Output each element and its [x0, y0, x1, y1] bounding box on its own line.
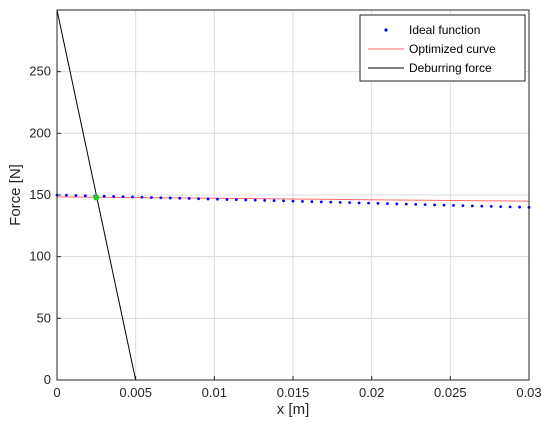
- ideal-function-point: [319, 200, 323, 204]
- ideal-function-point: [301, 200, 304, 203]
- ideal-function-point: [470, 204, 474, 208]
- x-tick-labels: 0 0.005 0.01 0.015 0.02 0.025 0.03: [53, 385, 541, 400]
- ideal-function-point: [159, 196, 163, 200]
- x-tick-label: 0: [53, 385, 60, 400]
- y-tick-label: 100: [29, 249, 51, 264]
- legend: Ideal function Optimized curve Deburring…: [359, 14, 526, 82]
- ideal-function-point: [131, 195, 134, 199]
- ideal-function-point: [461, 204, 465, 208]
- ideal-function-point: [178, 196, 182, 200]
- ideal-function-point: [489, 204, 493, 208]
- x-axis-label: x [m]: [277, 401, 310, 418]
- y-tick-label: 0: [44, 372, 51, 387]
- ideal-function-point: [357, 201, 361, 205]
- y-tick-label: 50: [37, 310, 51, 325]
- ideal-function-point: [329, 200, 333, 204]
- ideal-function-point: [338, 201, 342, 204]
- legend-box: [359, 14, 526, 82]
- ideal-function-point: [452, 203, 455, 207]
- ideal-function-point: [376, 201, 380, 205]
- series-layer: [55, 9, 531, 381]
- ideal-function-point: [367, 201, 370, 205]
- plot-frame: [56, 9, 530, 381]
- legend-ideal-marker: [384, 28, 388, 32]
- ideal-function-point: [244, 198, 248, 202]
- y-tick-labels: 0 50 100 150 200 250: [29, 64, 51, 387]
- legend-ideal-label: Ideal function: [409, 23, 480, 37]
- ideal-function-point: [74, 194, 78, 197]
- ideal-function-point: [225, 198, 229, 201]
- ideal-function-point: [121, 195, 125, 199]
- ideal-function-point: [518, 205, 521, 209]
- y-axis-label: Force [N]: [7, 164, 24, 226]
- ideal-function-point: [414, 202, 418, 206]
- ideal-function-point: [395, 202, 399, 206]
- intersection-marker: [93, 194, 100, 201]
- ideal-function-point: [291, 199, 295, 203]
- legend-deburring-label: Deburring force: [409, 61, 492, 75]
- y-tick-label: 250: [29, 64, 51, 79]
- x-tick-label: 0.01: [202, 385, 227, 400]
- x-tick-label: 0.005: [119, 385, 152, 400]
- ideal-function-point: [112, 195, 116, 198]
- x-tick-label: 0.025: [434, 385, 467, 400]
- x-tick-label: 0.03: [516, 385, 541, 400]
- ideal-function-point: [386, 202, 389, 206]
- ideal-function-point: [499, 205, 503, 208]
- ideal-function-point: [140, 195, 144, 199]
- ideal-function-point: [253, 198, 257, 202]
- ideal-function-point: [442, 203, 446, 207]
- y-tick-label: 200: [29, 125, 51, 140]
- legend-optimized-label: Optimized curve: [409, 42, 496, 56]
- ideal-function-point: [508, 205, 512, 209]
- ideal-function-point: [348, 201, 352, 205]
- ideal-function-point: [234, 198, 238, 202]
- y-tick-label: 150: [29, 187, 51, 202]
- ideal-function-point: [433, 203, 436, 207]
- ideal-function-point: [272, 199, 276, 203]
- ideal-function-point: [423, 203, 427, 207]
- ideal-function-point: [310, 200, 314, 204]
- ideal-function-point: [187, 197, 191, 200]
- x-tick-label: 0.015: [277, 385, 310, 400]
- ideal-function-point: [150, 196, 153, 199]
- ideal-function-point: [263, 199, 267, 202]
- ideal-function-point: [197, 197, 201, 201]
- ideal-function-point: [480, 204, 484, 208]
- x-tick-label: 0.02: [359, 385, 384, 400]
- ideal-function-point: [206, 197, 210, 201]
- ideal-function-point: [282, 199, 285, 203]
- ideal-function-point: [216, 197, 219, 201]
- ideal-function-point: [83, 194, 87, 198]
- ideal-function-point: [102, 194, 106, 198]
- ideal-function-point: [65, 193, 68, 197]
- ideal-function-point: [168, 196, 172, 200]
- optimized-curve-line: [56, 196, 530, 202]
- ideal-function-point: [404, 202, 408, 206]
